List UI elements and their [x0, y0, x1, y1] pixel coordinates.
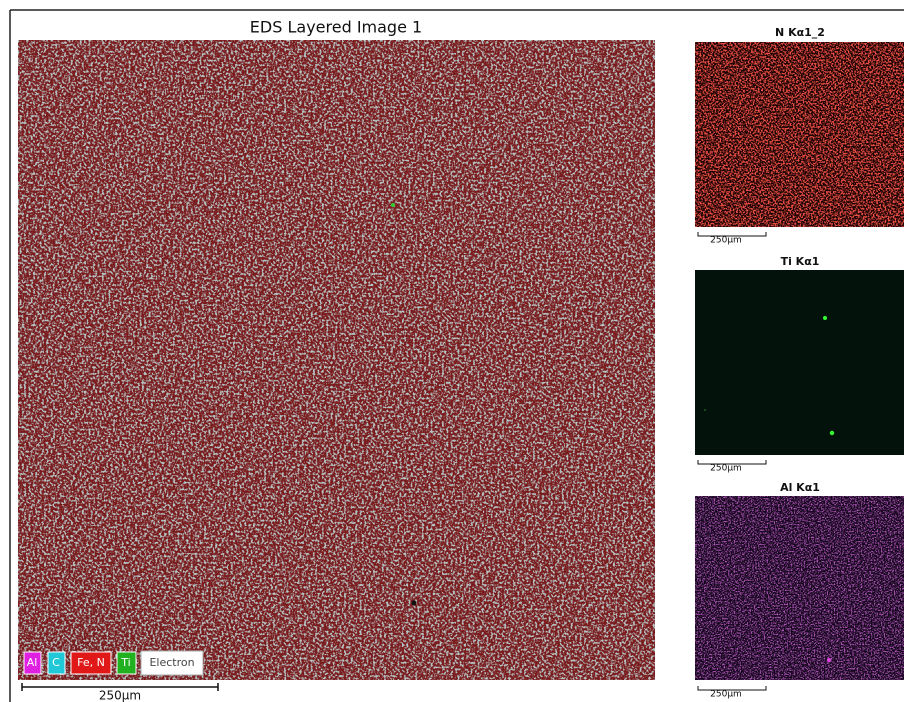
legend-label: Ti — [120, 656, 130, 669]
map-spot — [823, 316, 827, 320]
title: EDS Layered Image 1 — [250, 18, 422, 37]
map-spot — [827, 658, 831, 662]
map-speckle — [695, 496, 904, 680]
legend-label: Al — [27, 656, 38, 669]
map-scale-label: 250µm — [710, 464, 742, 474]
legend-label: Electron — [149, 656, 194, 669]
map-scale-label: 250µm — [710, 690, 742, 700]
scale-label: 250µm — [99, 689, 141, 702]
layered-image — [18, 40, 655, 680]
image-speckle — [18, 40, 655, 680]
map-speckle — [695, 42, 904, 227]
legend-label: C — [52, 656, 60, 669]
eds-figure: EDS Layered Image 1 Al C Fe, N Ti Electr… — [0, 0, 904, 702]
map-title: Ti Kα1 — [781, 255, 820, 268]
map-scale-label: 250µm — [710, 236, 742, 246]
map-spot — [830, 431, 834, 435]
legend-label: Fe, N — [77, 656, 105, 669]
map-base — [695, 270, 904, 455]
ti-spot — [391, 203, 395, 207]
map-title: Al Kα1 — [780, 481, 820, 494]
dark-spot — [412, 601, 417, 606]
map-spot — [704, 409, 706, 411]
map-title: N Kα1_2 — [775, 26, 825, 39]
